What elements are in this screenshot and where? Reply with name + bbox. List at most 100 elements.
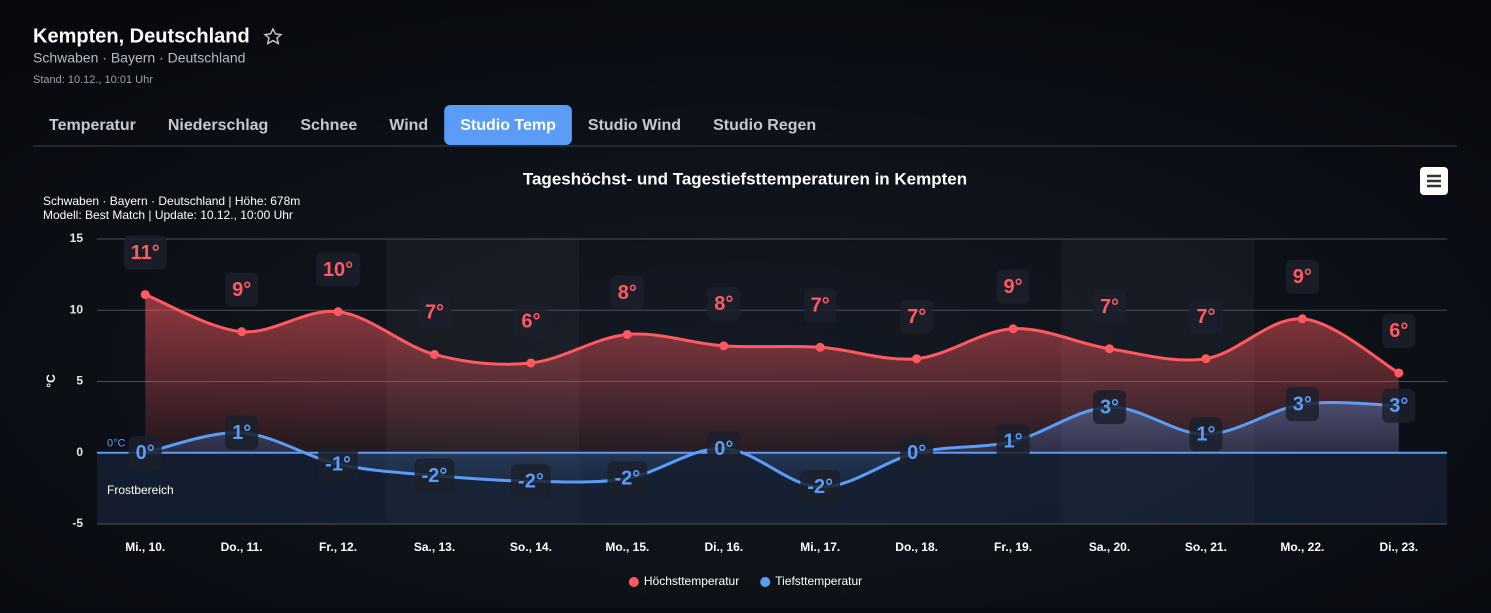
value-label: 3° — [1293, 394, 1312, 416]
value-label: 3° — [1100, 396, 1119, 418]
point — [333, 307, 343, 317]
x-tick-label: Mo., 22. — [1280, 540, 1324, 554]
tab[interactable]: Studio Wind — [588, 117, 681, 134]
value-label: -2° — [422, 465, 448, 487]
point — [1008, 324, 1018, 334]
value-label: 9° — [1004, 276, 1023, 298]
tab[interactable]: Niederschlag — [168, 117, 268, 134]
value-label: 6° — [521, 310, 540, 332]
value-label-bg — [1189, 417, 1223, 452]
point — [526, 358, 536, 368]
value-label-bg — [225, 272, 259, 307]
value-label-bg — [1382, 313, 1416, 348]
value-label-bg — [514, 303, 548, 338]
value-label: 1° — [1004, 431, 1023, 453]
value-label: 7° — [811, 295, 830, 317]
value-label-bg — [1092, 289, 1127, 324]
x-tick-label: Do., 18. — [895, 540, 938, 554]
tab[interactable]: Studio Regen — [713, 117, 816, 134]
value-label-bg — [1189, 299, 1223, 334]
x-tick-label: So., 21. — [1185, 540, 1227, 554]
legend-entry[interactable]: Höchsttemperatur — [644, 574, 739, 588]
value-label: 9° — [1293, 266, 1312, 288]
value-label: 8° — [618, 282, 637, 304]
y-tick-label: 10 — [70, 302, 84, 316]
x-tick-label: So., 14. — [510, 540, 552, 554]
point — [1105, 344, 1114, 354]
value-label-bg — [800, 469, 841, 504]
value-label-bg — [707, 286, 741, 321]
favorite-star[interactable] — [263, 27, 283, 45]
x-tick-label: Mo., 15. — [605, 540, 649, 554]
y-tick-label: 5 — [76, 374, 83, 388]
location-subtitle: Schwaben · Bayern · Deutschland — [33, 50, 245, 66]
value-label: 8° — [714, 293, 733, 315]
tab[interactable]: Wind — [389, 117, 428, 134]
tab-bg[interactable] — [444, 105, 572, 145]
x-tick-label: Fr., 19. — [994, 540, 1032, 554]
value-label-bg — [225, 415, 259, 450]
value-label: 7° — [1196, 306, 1215, 328]
value-label-bg — [1285, 259, 1319, 294]
legend-entry[interactable]: Tiefsttemperatur — [775, 574, 862, 588]
value-label-bg — [900, 435, 934, 470]
x-tick-label: Mi., 17. — [800, 540, 840, 554]
value-label: -2° — [807, 476, 833, 498]
value-label: 1° — [232, 422, 251, 444]
value-label: 7° — [907, 306, 926, 328]
chart-title: Tageshöchst- und Tagestiefsttemperaturen… — [523, 169, 967, 188]
point — [1394, 368, 1404, 378]
value-label: 10° — [323, 259, 353, 281]
tab[interactable]: Temperatur — [49, 117, 136, 134]
value-label: -2° — [518, 471, 544, 493]
x-tick-label: Sa., 13. — [414, 540, 455, 554]
value-label-bg — [417, 295, 452, 330]
y-axis-label: °C — [44, 374, 58, 388]
value-label: 0° — [714, 438, 733, 460]
legend-marker[interactable] — [628, 577, 639, 587]
tabs: Temperatur Niederschlag Schnee Wind Studio T… — [49, 105, 816, 145]
menu-button[interactable] — [1420, 167, 1448, 195]
value-label: 3° — [1389, 395, 1408, 417]
point — [622, 329, 632, 339]
x-tick-label: Do., 11. — [221, 540, 263, 554]
value-label-bg — [610, 275, 644, 310]
value-label-bg — [315, 252, 361, 287]
value-label-bg — [128, 435, 162, 470]
x-tick-label: Fr., 12. — [319, 540, 357, 554]
value-label-bg — [123, 235, 167, 270]
point — [237, 327, 247, 337]
value-label-bg — [1285, 387, 1319, 422]
chart-subtitle: Schwaben · Bayern · Deutschland | Höhe: … — [43, 194, 300, 208]
value-label-bg — [607, 461, 648, 496]
value-label-bg — [1382, 388, 1416, 423]
value-label-bg — [318, 447, 358, 482]
value-label: -2° — [614, 468, 640, 490]
value-label-bg — [996, 269, 1030, 304]
value-label-bg — [511, 464, 551, 499]
value-label: 0° — [907, 442, 926, 464]
tab[interactable]: Studio Temp — [460, 117, 556, 134]
point — [815, 342, 825, 352]
tab[interactable]: Schnee — [300, 117, 357, 134]
point — [719, 341, 729, 351]
point — [1201, 354, 1211, 364]
y-tick-label: 15 — [70, 231, 84, 245]
value-label: 11° — [131, 242, 160, 264]
value-label-bg — [1092, 390, 1127, 425]
legend-marker[interactable] — [760, 577, 771, 587]
value-label: 9° — [232, 279, 251, 301]
value-label: 7° — [425, 302, 444, 324]
value-label: 6° — [1389, 320, 1408, 342]
x-tick-label: Di., 16. — [704, 540, 743, 554]
point — [140, 290, 150, 300]
x-tick-label: Di., 23. — [1379, 540, 1418, 554]
point — [912, 354, 922, 364]
menu-icon — [1427, 174, 1441, 188]
x-tick-label: Mi., 10. — [125, 540, 165, 554]
stand: Stand: 10.12., 10:01 Uhr — [33, 74, 153, 86]
value-label-bg — [996, 424, 1030, 459]
point — [430, 349, 439, 359]
